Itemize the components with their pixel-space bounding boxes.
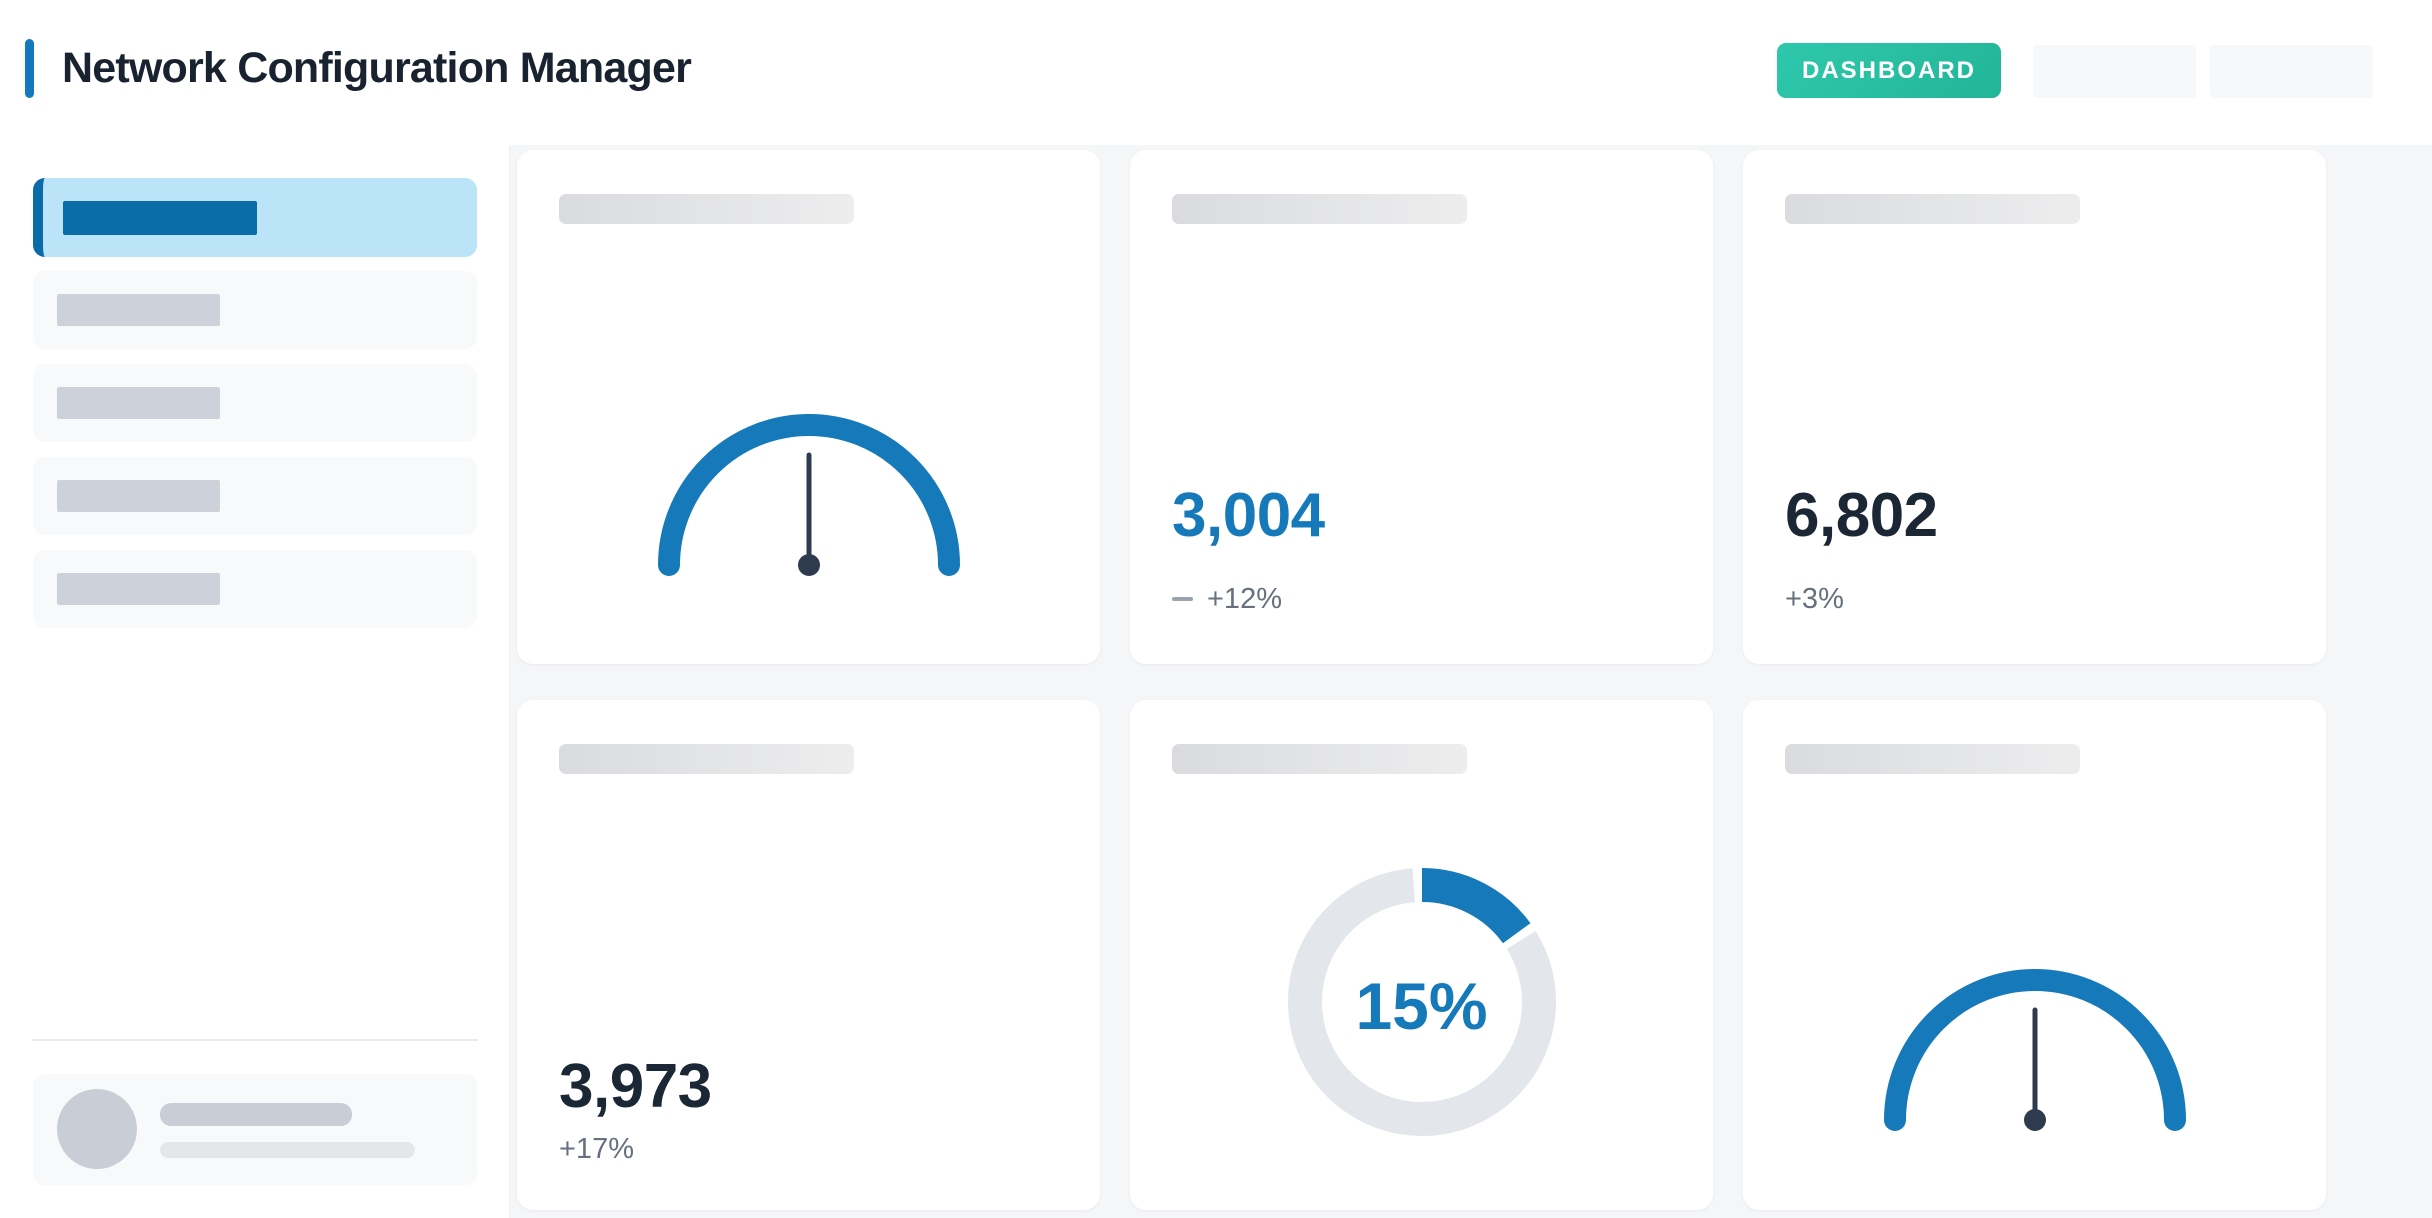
card-title-skeleton [1172, 194, 1467, 224]
sidebar-item-label-skeleton [57, 480, 220, 512]
gauge-chart [657, 414, 960, 576]
metric-value: 3,973 [559, 1052, 712, 1121]
card-title-skeleton [1172, 744, 1467, 774]
page-title: Network Configuration Manager [62, 44, 692, 92]
card-title-skeleton [1785, 744, 2080, 774]
app-header: Network Configuration Manager DASHBOARD [0, 0, 2432, 145]
sidebar-item-label-skeleton [57, 387, 220, 419]
metric-card-1: 3,004 +12% [1130, 150, 1713, 664]
avatar [57, 1089, 137, 1169]
sidebar [0, 145, 510, 1218]
sidebar-item-active[interactable] [33, 178, 477, 257]
sidebar-item-label-skeleton [63, 201, 257, 235]
metric-value: 6,802 [1785, 481, 1938, 550]
metric-value: 3,004 [1172, 481, 1325, 550]
metric-trend: +17% [559, 1132, 634, 1166]
dashboard-button[interactable]: DASHBOARD [1777, 43, 2001, 98]
metric-trend: +12% [1172, 582, 1282, 616]
trend-text: +3% [1785, 582, 1844, 615]
card-title-skeleton [559, 194, 854, 224]
sidebar-item-4[interactable] [33, 457, 477, 535]
sidebar-item-label-skeleton [57, 294, 220, 326]
card-title-skeleton [559, 744, 854, 774]
metric-trend: +3% [1785, 582, 1844, 616]
sidebar-item-3[interactable] [33, 364, 477, 442]
gauge-card-1 [517, 150, 1100, 664]
gauge-chart [1883, 969, 2186, 1131]
user-profile-card[interactable] [33, 1074, 477, 1185]
header-placeholder-button-1[interactable] [2033, 45, 2196, 98]
metric-card-2: 6,802 +3% [1743, 150, 2326, 664]
dash-icon [1172, 597, 1193, 601]
user-subtitle-skeleton [160, 1142, 415, 1158]
main-content: 3,004 +12% 6,802 +3% 3,973 +17% 15% [510, 145, 2432, 1218]
donut-percent-label: 15% [1355, 969, 1488, 1043]
donut-chart [1287, 864, 1556, 1136]
sidebar-item-label-skeleton [57, 573, 220, 605]
sidebar-item-5[interactable] [33, 550, 477, 628]
title-accent-bar [25, 39, 34, 98]
metric-card-3: 3,973 +17% [517, 700, 1100, 1210]
trend-text: +17% [559, 1132, 634, 1165]
sidebar-divider [32, 1039, 478, 1041]
trend-text: +12% [1207, 582, 1282, 615]
header-placeholder-button-2[interactable] [2210, 45, 2373, 98]
user-name-skeleton [160, 1103, 352, 1126]
card-title-skeleton [1785, 194, 2080, 224]
donut-card: 15% [1130, 700, 1713, 1210]
sidebar-item-2[interactable] [33, 271, 477, 349]
gauge-card-2 [1743, 700, 2326, 1210]
